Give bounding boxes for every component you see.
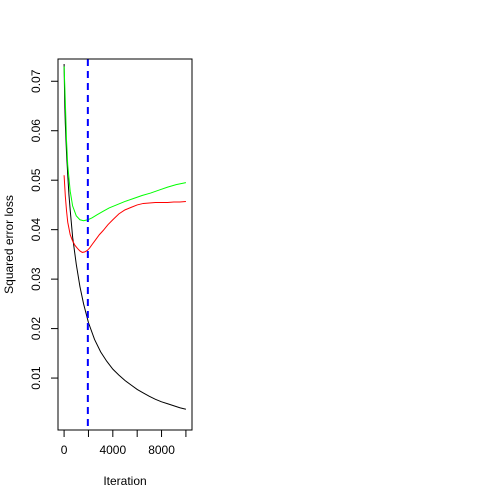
series-line-2: [63, 175, 186, 253]
x-tick-label: 0: [61, 443, 68, 457]
y-tick-label: 0.07: [29, 69, 43, 93]
y-tick-label: 0.01: [29, 366, 43, 390]
y-tick-label: 0.03: [29, 267, 43, 291]
y-axis: 0.01 0.02 0.03 0.04 0.05 0.06 0.07: [29, 69, 59, 390]
y-tick-label: 0.02: [29, 317, 43, 341]
y-tick-label: 0.06: [29, 119, 43, 143]
series-layer: [63, 63, 187, 410]
x-tick-label: 4000: [99, 443, 126, 457]
plot-box: [57, 58, 193, 431]
x-tick-label: 8000: [148, 443, 175, 457]
y-tick-label: 0.05: [29, 168, 43, 192]
x-axis: 0 4000 8000: [61, 429, 187, 457]
series-line-1: [63, 66, 187, 222]
y-axis-label: Squared error loss: [2, 195, 16, 294]
x-axis-label: Iteration: [103, 474, 146, 488]
y-tick-label: 0.04: [29, 218, 43, 242]
series-line-0: [63, 63, 187, 410]
